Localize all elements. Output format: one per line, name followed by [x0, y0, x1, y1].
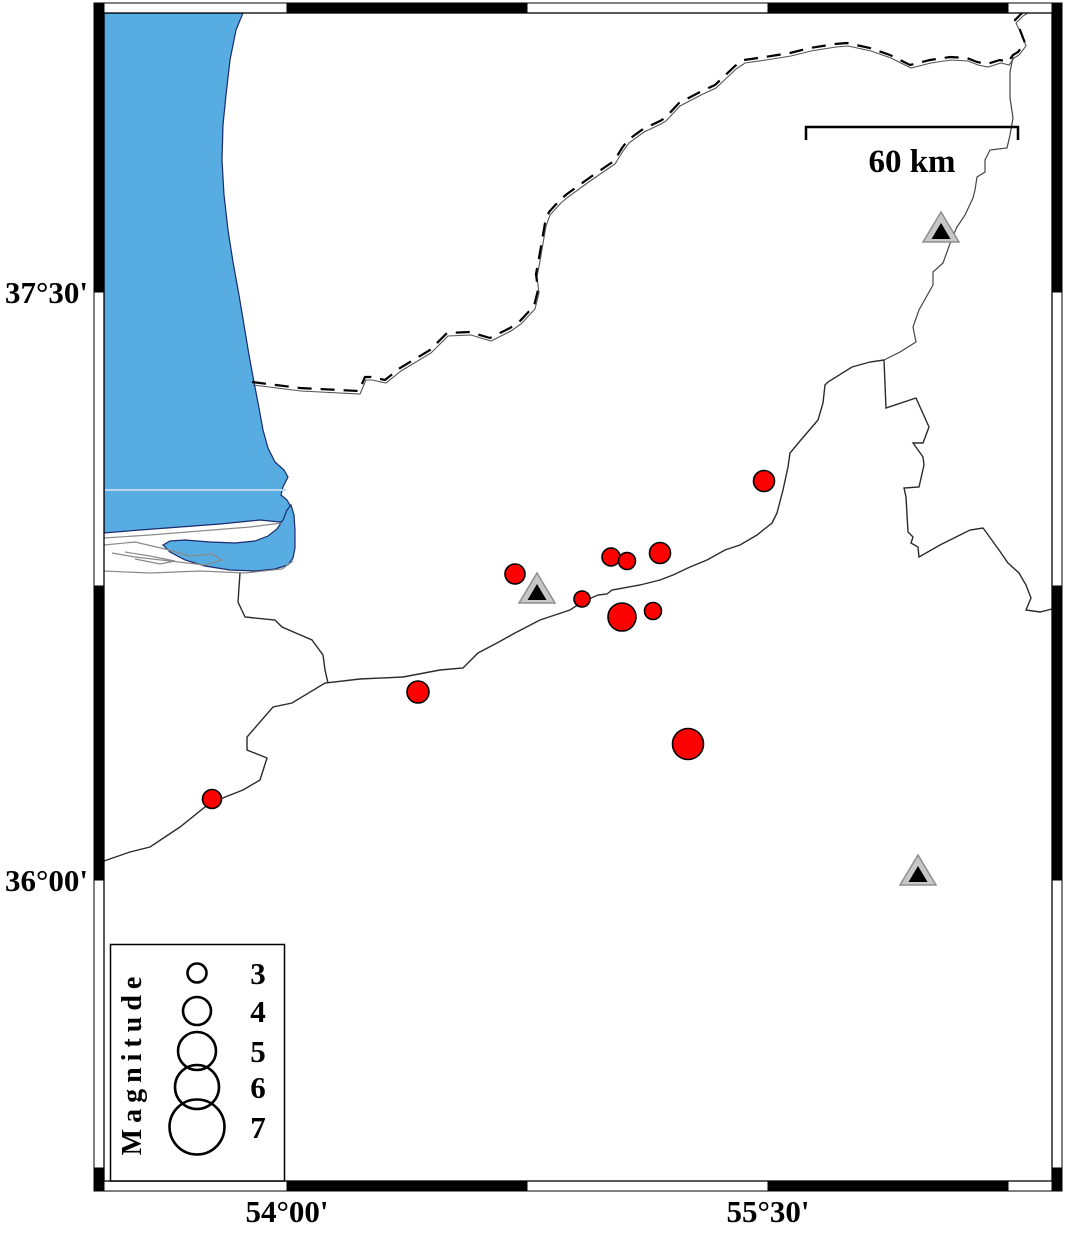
- legend-circle: [176, 1030, 218, 1072]
- station-triangle-icon: [898, 853, 938, 886]
- earthquake-marker: [643, 601, 663, 621]
- axis-label-lon-5530: 55°30': [726, 1194, 809, 1229]
- earthquake-marker: [406, 680, 430, 704]
- station-core-triangle: [931, 223, 951, 239]
- legend-value: 5: [250, 1034, 266, 1069]
- boundary-lines: [103, 56, 1053, 862]
- stations-layer: [517, 210, 961, 886]
- legend-circle: [173, 1063, 221, 1111]
- legend-circle: [168, 1098, 226, 1156]
- river-line: [883, 56, 1014, 361]
- magnitude-legend: Magnitude 34 56 7: [109, 943, 286, 1182]
- axis-label-lat-3730: 37°30': [5, 275, 88, 310]
- gorgan-bay-polygon: [162, 503, 296, 572]
- scale-bar: 60 km: [804, 125, 1020, 180]
- sea-polygon: [103, 12, 293, 534]
- border-dashed-line: [251, 7, 1031, 393]
- earthquake-marker: [601, 547, 621, 567]
- earthquake-marker: [504, 563, 526, 585]
- legend-box: [109, 943, 286, 1182]
- legend-value: 4: [250, 994, 266, 1029]
- earthquake-marker: [752, 469, 776, 493]
- axis-label-lat-3600: 36°00': [5, 863, 88, 898]
- station-triangle-icon: [517, 571, 557, 604]
- earthquake-marker: [607, 602, 637, 632]
- legend-value: 7: [250, 1110, 266, 1145]
- earthquakes-layer: [201, 469, 776, 810]
- map-frame: [93, 2, 1063, 1192]
- earthquake-marker: [201, 788, 223, 810]
- station-core-triangle: [908, 866, 928, 882]
- province-boundary-bay-branch: [237, 572, 329, 684]
- station-core-triangle: [527, 584, 547, 600]
- earthquake-marker: [671, 727, 705, 761]
- legend-entries: 34 56 7: [168, 956, 266, 1156]
- province-boundary-east: [883, 359, 1053, 613]
- international-border: [251, 7, 1032, 395]
- legend-value: 3: [250, 956, 266, 991]
- axis-label-lon-5400: 54°00': [245, 1194, 328, 1229]
- earthquake-marker: [648, 541, 672, 565]
- earthquake-marker: [617, 551, 637, 571]
- shore-outlines: [103, 522, 294, 574]
- border-river-line: [252, 10, 1032, 395]
- scale-bar-line: [804, 125, 1020, 140]
- legend-circle: [186, 962, 208, 984]
- earthquake-marker: [573, 590, 591, 608]
- legend-circle: [181, 995, 213, 1027]
- caspian-sea: [103, 12, 296, 572]
- legend-title: Magnitude: [117, 971, 148, 1156]
- axis-labels: 37°30' 36°00' 54°00' 55°30': [5, 275, 810, 1229]
- legend-value: 6: [250, 1070, 266, 1105]
- station-triangle-icon: [921, 210, 961, 243]
- province-boundary-west: [103, 359, 885, 862]
- scale-bar-label: 60 km: [868, 144, 955, 180]
